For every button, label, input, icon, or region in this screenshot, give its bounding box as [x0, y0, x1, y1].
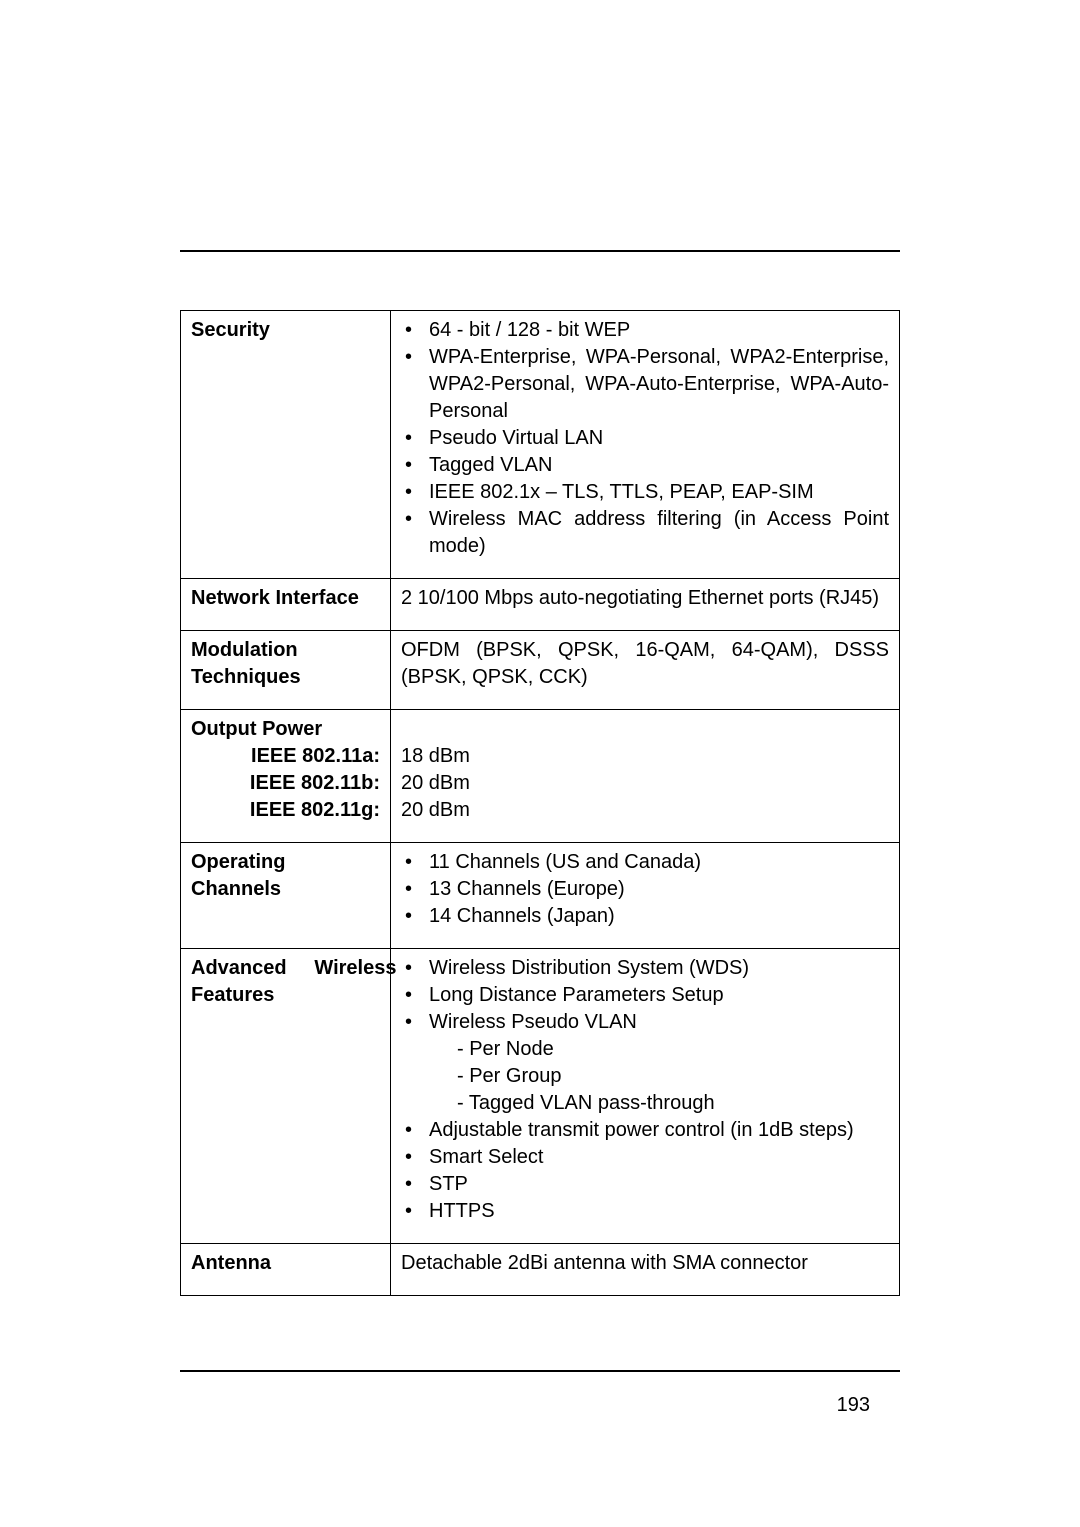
value-operating-channels: 11 Channels (US and Canada) 13 Channels …: [391, 843, 900, 949]
value-modulation: OFDM (BPSK, QPSK, 16-QAM, 64-QAM), DSSS …: [391, 631, 900, 710]
security-item: Pseudo Virtual LAN: [401, 425, 889, 452]
channels-item: 13 Channels (Europe): [401, 876, 889, 903]
output-power-sub-a: IEEE 802.11a:: [251, 745, 380, 767]
output-power-sub-b: IEEE 802.11b:: [250, 772, 380, 794]
advanced-item: Adjustable transmit power control (in 1d…: [401, 1117, 889, 1144]
row-antenna: Antenna Detachable 2dBi antenna with SMA…: [181, 1244, 900, 1296]
top-rule: [180, 250, 900, 252]
row-output-power: Output Power IEEE 802.11a: IEEE 802.11b:…: [181, 710, 900, 843]
pseudo-vlan-sub: - Tagged VLAN pass-through: [429, 1090, 889, 1117]
advanced-item: Long Distance Parameters Setup: [401, 982, 889, 1009]
security-item: Wireless MAC address filtering (in Acces…: [401, 506, 889, 560]
page-number: 193: [837, 1394, 870, 1417]
output-power-val-g: 20 dBm: [401, 799, 470, 821]
pseudo-vlan-label: Wireless Pseudo VLAN: [429, 1011, 637, 1033]
page: Security 64 - bit / 128 - bit WEP WPA-En…: [0, 0, 1080, 1527]
label-output-power: Output Power IEEE 802.11a: IEEE 802.11b:…: [181, 710, 391, 843]
row-advanced-wireless: Advanced Wireless Features Wireless Dist…: [181, 949, 900, 1244]
label-modulation: Modulation Techniques: [181, 631, 391, 710]
value-advanced-wireless: Wireless Distribution System (WDS) Long …: [391, 949, 900, 1244]
advanced-item-pseudo-vlan: Wireless Pseudo VLAN - Per Node - Per Gr…: [401, 1009, 889, 1117]
spec-table: Security 64 - bit / 128 - bit WEP WPA-En…: [180, 310, 900, 1296]
security-item: IEEE 802.1x – TLS, TTLS, PEAP, EAP-SIM: [401, 479, 889, 506]
value-antenna: Detachable 2dBi antenna with SMA connect…: [391, 1244, 900, 1296]
advanced-item: STP: [401, 1171, 889, 1198]
row-network-interface: Network Interface 2 10/100 Mbps auto-neg…: [181, 579, 900, 631]
advanced-item: Smart Select: [401, 1144, 889, 1171]
value-network-interface: 2 10/100 Mbps auto-negotiating Ethernet …: [391, 579, 900, 631]
pseudo-vlan-sub: - Per Group: [429, 1063, 889, 1090]
label-advanced-wireless: Advanced Wireless Features: [181, 949, 391, 1244]
pseudo-vlan-sub: - Per Node: [429, 1036, 889, 1063]
row-operating-channels: Operating Channels 11 Channels (US and C…: [181, 843, 900, 949]
channels-item: 14 Channels (Japan): [401, 903, 889, 930]
advanced-item: HTTPS: [401, 1198, 889, 1225]
advanced-item: Wireless Distribution System (WDS): [401, 955, 889, 982]
security-item: WPA-Enterprise, WPA-Personal, WPA2-Enter…: [401, 344, 889, 425]
security-item: Tagged VLAN: [401, 452, 889, 479]
security-item: 64 - bit / 128 - bit WEP: [401, 317, 889, 344]
label-network-interface: Network Interface: [181, 579, 391, 631]
bottom-rule: [180, 1370, 900, 1372]
output-power-title: Output Power: [191, 718, 322, 740]
channels-item: 11 Channels (US and Canada): [401, 849, 889, 876]
output-power-val-a: 18 dBm: [401, 745, 470, 767]
value-security: 64 - bit / 128 - bit WEP WPA-Enterprise,…: [391, 311, 900, 579]
label-security: Security: [181, 311, 391, 579]
row-modulation: Modulation Techniques OFDM (BPSK, QPSK, …: [181, 631, 900, 710]
label-operating-channels: Operating Channels: [181, 843, 391, 949]
value-output-power: 18 dBm 20 dBm 20 dBm: [391, 710, 900, 843]
row-security: Security 64 - bit / 128 - bit WEP WPA-En…: [181, 311, 900, 579]
output-power-sub-g: IEEE 802.11g:: [250, 799, 380, 821]
label-antenna: Antenna: [181, 1244, 391, 1296]
output-power-val-b: 20 dBm: [401, 772, 470, 794]
